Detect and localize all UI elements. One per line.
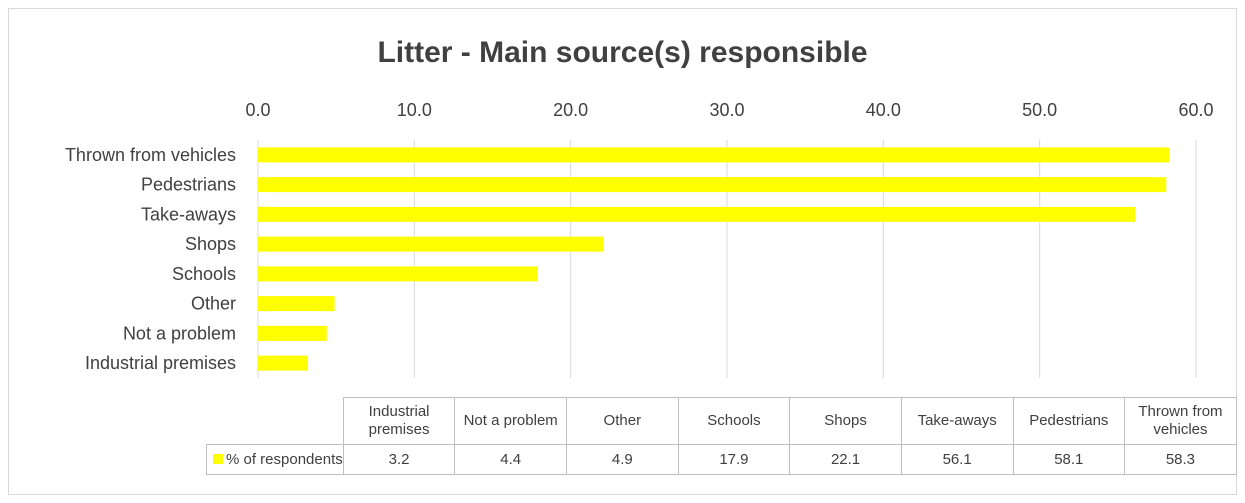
data-table: Industrial premises Not a problem Other Scho… bbox=[206, 397, 1237, 475]
legend-cell: % of respondents bbox=[206, 444, 344, 475]
x-tick-label: 60.0 bbox=[1178, 100, 1213, 120]
legend-label: % of respondents bbox=[226, 451, 343, 468]
category-label: Take-aways bbox=[141, 204, 236, 224]
data-table-value-cell: 58.3 bbox=[1124, 444, 1237, 475]
data-table-header-cell: Thrown from vehicles bbox=[1124, 397, 1237, 445]
data-table-header-cell: Schools bbox=[677, 397, 791, 445]
data-table-value-cell: 17.9 bbox=[677, 444, 791, 475]
category-label: Not a problem bbox=[123, 323, 236, 343]
bar bbox=[258, 147, 1170, 163]
bar bbox=[258, 325, 327, 341]
x-tick-label: 10.0 bbox=[397, 100, 432, 120]
data-table-value-cell: 58.1 bbox=[1012, 444, 1126, 475]
data-table-value-cell: 4.4 bbox=[454, 444, 567, 475]
bar bbox=[258, 236, 604, 252]
category-label: Shops bbox=[185, 234, 236, 254]
data-table-header-cell: Other bbox=[566, 397, 679, 445]
data-table-header-cell: Take-aways bbox=[900, 397, 1014, 445]
data-table-header-cell: Shops bbox=[789, 397, 902, 445]
chart-title: Litter - Main source(s) responsible bbox=[377, 36, 868, 69]
data-table-value-cell: 56.1 bbox=[900, 444, 1014, 475]
data-table-header-row: Industrial premises Not a problem Other Scho… bbox=[207, 397, 1237, 445]
category-label: Thrown from vehicles bbox=[65, 145, 236, 165]
data-table-value-cell: 4.9 bbox=[566, 444, 679, 475]
data-table-header-cell: Not a problem bbox=[454, 397, 567, 445]
chart-frame bbox=[8, 8, 1237, 495]
legend-swatch bbox=[213, 454, 223, 465]
bar bbox=[258, 266, 538, 282]
bar bbox=[258, 296, 335, 312]
category-label: Schools bbox=[172, 264, 236, 284]
data-table-values-row: % of respondents 3.2 4.4 4.9 17.9 22.1 56.1 58… bbox=[206, 444, 1237, 475]
x-tick-label: 20.0 bbox=[553, 100, 588, 120]
data-table-header-cell: Pedestrians bbox=[1012, 397, 1126, 445]
bar bbox=[258, 355, 309, 371]
x-tick-label: 50.0 bbox=[1022, 100, 1057, 120]
bar bbox=[258, 177, 1167, 193]
category-label: Pedestrians bbox=[141, 175, 236, 195]
category-label: Other bbox=[191, 294, 236, 314]
x-tick-label: 30.0 bbox=[709, 100, 744, 120]
data-table-value-cell: 3.2 bbox=[342, 444, 456, 475]
x-tick-label: 40.0 bbox=[866, 100, 901, 120]
category-label: Industrial premises bbox=[85, 353, 236, 373]
bar bbox=[258, 206, 1136, 222]
x-tick-label: 0.0 bbox=[245, 100, 270, 120]
data-table-header-cell: Industrial premises bbox=[342, 397, 456, 445]
data-table-value-cell: 22.1 bbox=[789, 444, 902, 475]
